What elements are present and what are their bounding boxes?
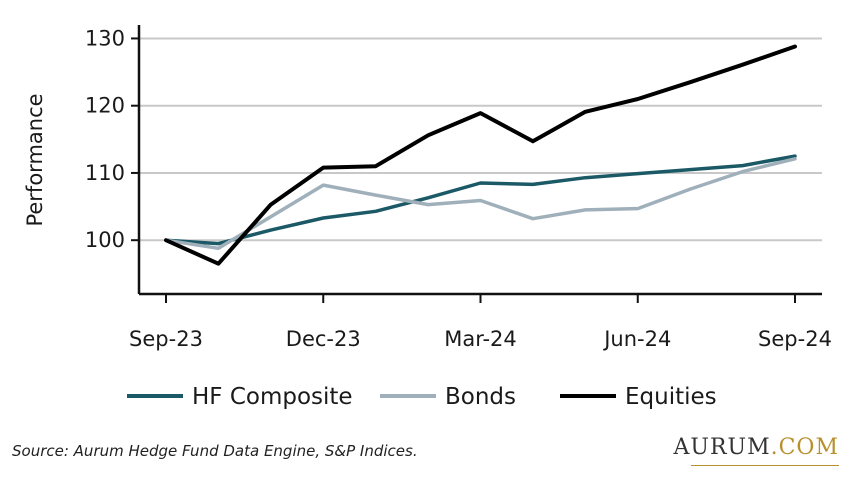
- x-axis-ticks: Sep-23 Dec-23 Mar-24 Jun-24 Sep-24: [129, 294, 832, 351]
- series-line-bonds: [164, 157, 797, 251]
- brand-domain: .COM: [770, 435, 839, 460]
- series-line-equities: [164, 44, 797, 266]
- legend-label-1: Bonds: [445, 384, 516, 410]
- x-tick-label-3: Jun-24: [602, 327, 671, 351]
- x-tick-label-1: Dec-23: [286, 327, 361, 351]
- x-tick-label-4: Sep-24: [758, 327, 832, 351]
- legend: HF Composite Bonds Equities: [127, 384, 717, 410]
- legend-label-2: Equities: [625, 384, 717, 410]
- x-tick-label-2: Mar-24: [444, 327, 517, 351]
- y-axis-ticks: 100 110 120 130: [85, 26, 139, 252]
- source-note: Source: Aurum Hedge Fund Data Engine, S&…: [12, 442, 418, 460]
- y-axis-title: Performance: [23, 93, 47, 226]
- axes: [137, 25, 822, 296]
- brand-name: AURUM: [673, 435, 771, 460]
- brand-underline: [691, 465, 839, 466]
- x-tick-label-0: Sep-23: [129, 327, 203, 351]
- y-tick-label-1: 110: [85, 161, 125, 185]
- series-line-hf-composite: [164, 154, 797, 246]
- legend-label-0: HF Composite: [192, 384, 353, 410]
- gridlines: [139, 37, 822, 242]
- y-tick-label-3: 130: [85, 26, 125, 50]
- series-lines: [164, 44, 797, 266]
- y-tick-label-2: 120: [85, 94, 125, 118]
- y-tick-label-0: 100: [85, 228, 125, 252]
- brand-logo: AURUM.COM: [674, 435, 839, 460]
